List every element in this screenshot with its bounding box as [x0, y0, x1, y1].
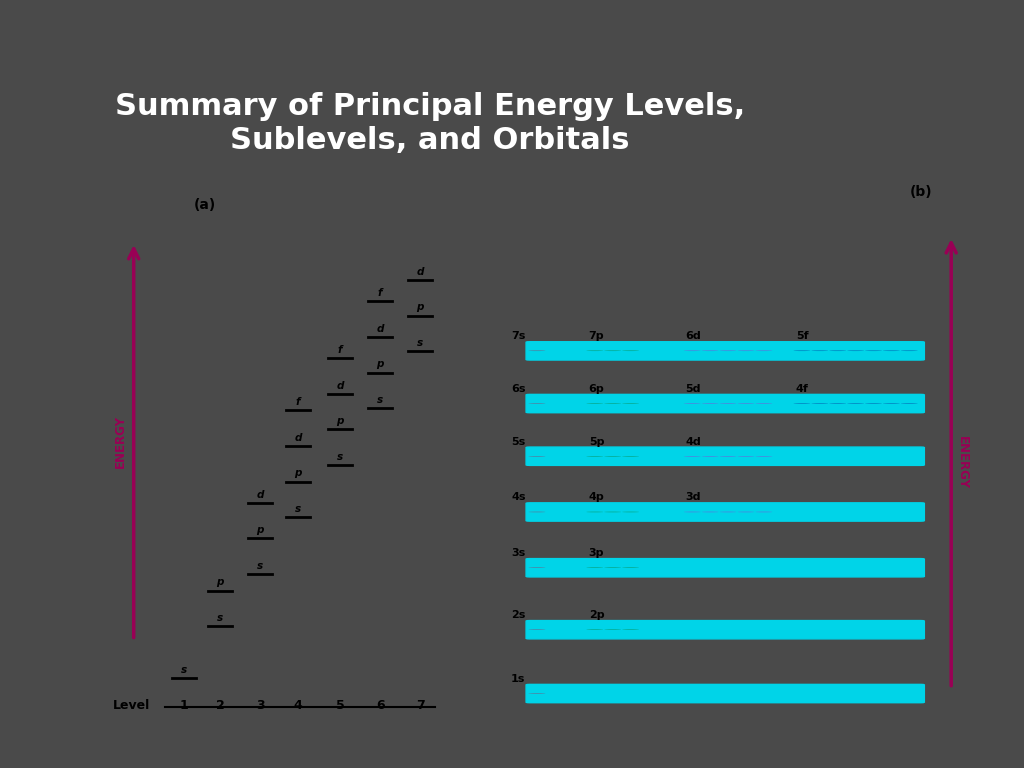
Text: p: p — [417, 303, 424, 313]
Text: f: f — [296, 397, 300, 407]
Text: 4s: 4s — [511, 492, 525, 502]
Text: 5: 5 — [336, 699, 344, 712]
FancyBboxPatch shape — [526, 558, 925, 577]
Text: d: d — [294, 432, 302, 442]
FancyBboxPatch shape — [526, 684, 925, 703]
Text: 7p: 7p — [589, 331, 604, 341]
Text: 1: 1 — [180, 699, 188, 712]
Text: p: p — [294, 468, 302, 478]
Text: d: d — [417, 266, 424, 276]
Text: s: s — [257, 561, 263, 571]
Text: 5s: 5s — [511, 437, 525, 447]
Text: 4f: 4f — [796, 384, 809, 394]
Text: d: d — [337, 380, 344, 391]
Text: p: p — [256, 525, 264, 535]
Text: 6d: 6d — [685, 331, 701, 341]
Text: 3: 3 — [256, 699, 264, 712]
Text: d: d — [377, 323, 384, 333]
Text: ENERGY: ENERGY — [955, 436, 969, 489]
Text: 6s: 6s — [511, 384, 525, 394]
Text: 4: 4 — [294, 699, 302, 712]
Text: f: f — [378, 288, 382, 298]
Text: s: s — [417, 338, 423, 348]
Text: 5d: 5d — [685, 384, 700, 394]
Text: s: s — [337, 452, 343, 462]
Text: 5f: 5f — [796, 331, 809, 341]
FancyBboxPatch shape — [526, 621, 925, 639]
Text: s: s — [217, 613, 223, 623]
Text: s: s — [181, 665, 187, 675]
FancyBboxPatch shape — [526, 503, 925, 521]
Text: 5p: 5p — [589, 437, 604, 447]
Text: d: d — [256, 489, 264, 500]
Text: ENERGY: ENERGY — [114, 415, 127, 468]
Text: 2s: 2s — [511, 610, 525, 621]
Text: Level: Level — [114, 699, 151, 712]
Text: 3s: 3s — [511, 548, 525, 558]
Text: Summary of Principal Energy Levels,
Sublevels, and Orbitals: Summary of Principal Energy Levels, Subl… — [115, 92, 745, 155]
Text: p: p — [377, 359, 384, 369]
Text: s: s — [295, 504, 301, 514]
FancyBboxPatch shape — [526, 447, 925, 465]
Text: 4d: 4d — [685, 437, 701, 447]
Text: 4p: 4p — [589, 492, 604, 502]
Text: 7: 7 — [416, 699, 425, 712]
FancyBboxPatch shape — [526, 342, 925, 360]
Text: s: s — [377, 395, 383, 405]
Text: p: p — [216, 578, 224, 588]
Text: 1s: 1s — [511, 674, 525, 684]
Text: 6p: 6p — [589, 384, 604, 394]
Text: p: p — [337, 416, 344, 426]
Text: 7s: 7s — [511, 331, 525, 341]
Text: 3d: 3d — [685, 492, 700, 502]
FancyBboxPatch shape — [526, 395, 925, 412]
Text: (a): (a) — [195, 198, 216, 212]
Text: 3p: 3p — [589, 548, 604, 558]
Text: 2p: 2p — [589, 610, 604, 621]
Text: f: f — [338, 345, 342, 355]
Text: (b): (b) — [909, 185, 932, 199]
Text: 2: 2 — [216, 699, 224, 712]
Text: 6: 6 — [376, 699, 384, 712]
